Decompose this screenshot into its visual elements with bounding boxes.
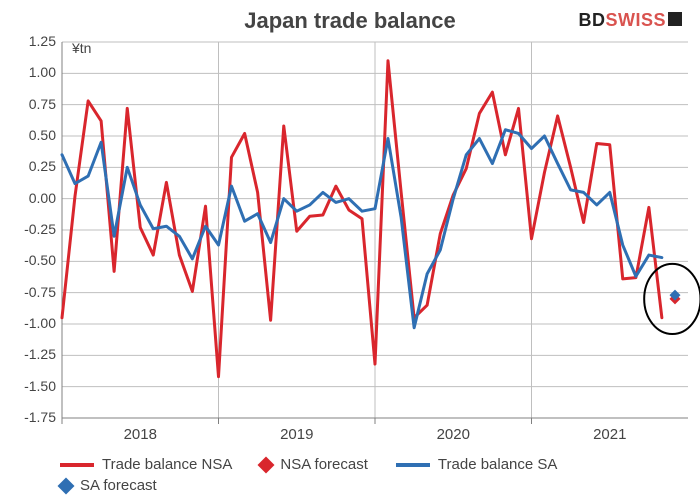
legend-label: SA forecast [80,477,157,494]
legend-item: NSA forecast [260,456,368,473]
chart-svg [0,0,700,500]
y-tick-label: -1.75 [6,409,56,425]
legend-line-swatch [60,463,94,467]
legend-diamond-icon [258,456,275,473]
y-tick-label: -0.50 [6,252,56,268]
y-tick-label: -0.25 [6,221,56,237]
x-tick-label: 2019 [280,426,313,443]
y-tick-label: 0.25 [6,158,56,174]
y-tick-label: -0.75 [6,284,56,300]
y-tick-label: 0.75 [6,96,56,112]
y-axis-label: ¥tn [72,40,91,56]
y-tick-label: 0.00 [6,190,56,206]
y-tick-label: -1.50 [6,378,56,394]
chart-container: Japan trade balance BDSWISS -1.75-1.50-1… [0,0,700,500]
y-tick-label: -1.00 [6,315,56,331]
y-tick-label: -1.25 [6,346,56,362]
legend-line-swatch [396,463,430,467]
legend-item: SA forecast [60,477,157,494]
legend-label: Trade balance SA [438,456,558,473]
y-tick-label: 1.00 [6,64,56,80]
legend-diamond-icon [58,477,75,494]
legend-item: Trade balance NSA [60,456,232,473]
x-tick-label: 2020 [437,426,470,443]
chart-legend: Trade balance NSA NSA forecast Trade balan… [60,456,680,494]
legend-label: Trade balance NSA [102,456,232,473]
legend-item: Trade balance SA [396,456,558,473]
x-tick-label: 2021 [593,426,626,443]
legend-label: NSA forecast [280,456,368,473]
y-tick-label: 0.50 [6,127,56,143]
x-tick-label: 2018 [124,426,157,443]
y-tick-label: 1.25 [6,33,56,49]
